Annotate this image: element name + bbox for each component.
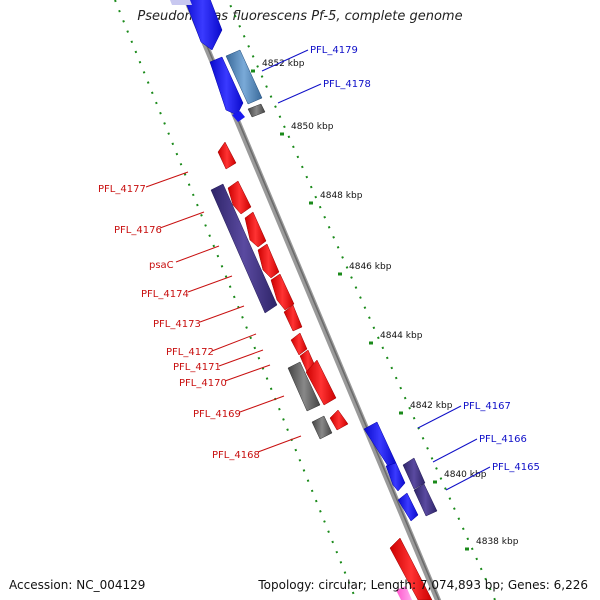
gene-label-forward-connector bbox=[417, 405, 462, 429]
gene-label-reverse-connector bbox=[257, 435, 302, 453]
feature-rna-4178 bbox=[247, 103, 266, 118]
feature-bottom-pink bbox=[396, 586, 412, 600]
gene-label-reverse[interactable]: PFL_4169 bbox=[193, 409, 241, 420]
gene-label-reverse-connector bbox=[159, 211, 205, 229]
feature-small-forward bbox=[232, 111, 245, 122]
gene-label-reverse[interactable]: PFL_4170 bbox=[179, 378, 227, 389]
gene-labels: PFL_4179 PFL_4178 PFL_4167 PFL_4166 PFL_4165… bbox=[98, 45, 540, 491]
gene-label-reverse-connector bbox=[211, 333, 257, 352]
tick-label: 4838 kbp bbox=[476, 537, 519, 547]
feature-pfl-4172 bbox=[283, 304, 303, 332]
feature-small-red bbox=[329, 409, 349, 431]
feature-pfl-4179-other bbox=[225, 49, 263, 105]
gene-label-reverse[interactable]: PFL_4176 bbox=[114, 225, 162, 236]
feature-pfl-4174 bbox=[257, 243, 280, 279]
tick-label: 4844 kbp bbox=[380, 331, 423, 341]
tick-label: 4852 kbp bbox=[262, 59, 305, 69]
feature-pfl-4171 bbox=[290, 332, 308, 356]
feature-purple-long bbox=[210, 183, 278, 314]
feature-pfl-4169 bbox=[287, 361, 321, 412]
gene-label-forward[interactable]: PFL_4167 bbox=[463, 401, 511, 412]
feature-pfl-4166 bbox=[402, 457, 426, 490]
gene-label-forward[interactable]: PFL_4179 bbox=[310, 45, 358, 56]
feature-forward-gene bbox=[184, 0, 223, 51]
gene-label-forward-connector bbox=[432, 438, 478, 463]
gene-label-reverse[interactable]: PFL_4172 bbox=[166, 347, 214, 358]
gene-label-reverse[interactable]: PFL_4173 bbox=[153, 319, 201, 330]
feature-pfl-4177 bbox=[217, 141, 237, 170]
feature-pfl-4179 bbox=[209, 56, 244, 116]
tick-label: 4842 kbp bbox=[410, 401, 453, 411]
gene-label-reverse[interactable]: PFL_4174 bbox=[141, 289, 189, 300]
feature-pfl-4169-red bbox=[305, 359, 337, 406]
gene-label-reverse-connector bbox=[175, 245, 220, 263]
gene-label-reverse[interactable]: psaC bbox=[149, 260, 174, 271]
top-band bbox=[170, 0, 192, 5]
feature-psac bbox=[244, 211, 267, 248]
feature-bottom-red bbox=[389, 537, 433, 600]
gene-label-reverse[interactable]: PFL_4177 bbox=[98, 184, 146, 195]
gene-label-reverse-connector bbox=[239, 395, 285, 413]
tick-ring-outer bbox=[226, 0, 496, 600]
feature-pfl-4176 bbox=[227, 180, 252, 215]
tick-label: 4848 kbp bbox=[320, 191, 363, 201]
gene-label-forward-connector bbox=[445, 466, 491, 491]
reverse-features bbox=[210, 141, 433, 600]
tick-label: 4850 kbp bbox=[291, 122, 334, 132]
gene-label-reverse-connector bbox=[145, 171, 189, 188]
topology-text: Topology: circular; Length: 7,074,893 bp… bbox=[258, 578, 588, 592]
tick-marks: 4852 kbp 4850 kbp 4848 kbp 4846 kbp 4844 kbp… bbox=[251, 59, 519, 551]
forward-features bbox=[184, 0, 438, 522]
tick-label: 4840 kbp bbox=[444, 470, 487, 480]
gene-label-forward[interactable]: PFL_4165 bbox=[492, 462, 540, 473]
gene-label-reverse[interactable]: PFL_4171 bbox=[173, 362, 221, 373]
map-title: Pseudomonas fluorescens Pf-5, complete g… bbox=[137, 9, 463, 24]
gene-label-forward-connector bbox=[277, 83, 322, 104]
gene-label-reverse-connector bbox=[218, 349, 264, 367]
backbone-line-shadow bbox=[186, 0, 440, 600]
gene-label-forward-connector bbox=[261, 49, 309, 72]
gene-label-reverse-connector bbox=[199, 305, 245, 323]
feature-pfl-4165-other bbox=[413, 483, 438, 517]
feature-pfl-4168 bbox=[311, 415, 333, 440]
backbone-line bbox=[183, 0, 442, 600]
gene-label-reverse-connector bbox=[224, 364, 271, 382]
tick-label: 4846 kbp bbox=[349, 262, 392, 272]
feature-pfl-4165 bbox=[397, 492, 419, 522]
feature-pfl-4173 bbox=[270, 273, 295, 311]
gene-label-reverse-connector bbox=[187, 275, 233, 293]
feature-pfl-4167-tip bbox=[385, 462, 406, 492]
accession-text: Accession: NC_004129 bbox=[9, 578, 146, 592]
gene-label-forward[interactable]: PFL_4178 bbox=[323, 79, 371, 90]
gene-label-reverse[interactable]: PFL_4168 bbox=[212, 450, 260, 461]
gene-label-forward[interactable]: PFL_4166 bbox=[479, 434, 527, 445]
